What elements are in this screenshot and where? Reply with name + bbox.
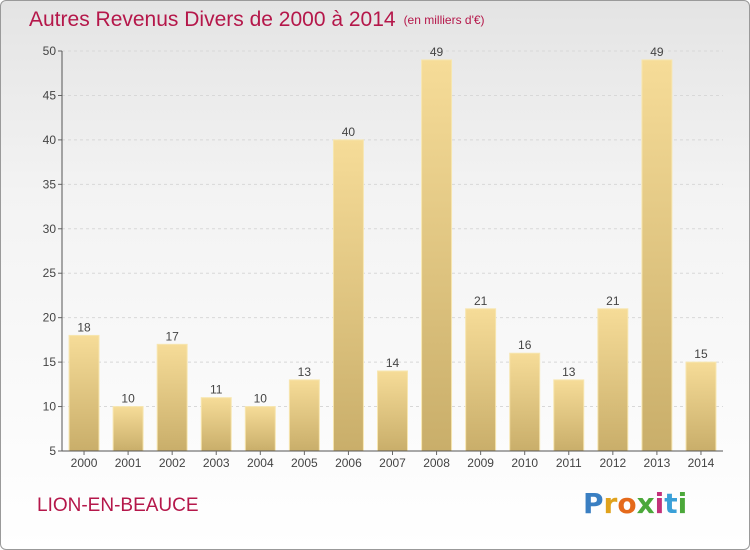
place-name: LION-EN-BEAUCE [37,495,199,516]
x-tick-label: 2014 [688,456,715,470]
bar [112,406,144,452]
x-tick-label: 2005 [291,456,318,470]
data-label: 17 [165,329,179,343]
bar-layer [68,59,717,452]
x-tick-label: 2009 [467,456,494,470]
data-label: 10 [254,392,268,406]
y-tick-label: 40 [43,133,57,147]
bar [288,379,320,452]
data-label: 10 [121,392,135,406]
proxiti-logo: Proxiti [583,487,687,520]
chart-title: Autres Revenus Divers de 2000 à 2014 (en … [29,8,485,32]
data-label: 18 [77,320,91,334]
logo-letter: P [583,487,604,520]
data-label: 21 [474,294,488,308]
x-tick-label: 2007 [379,456,406,470]
bar [509,352,541,452]
bar [465,308,497,452]
x-tick-label: 2002 [159,456,186,470]
logo-letter: i [654,487,665,520]
bar-chart: 18 10 17 11 10 13 40 14 49 21 16 13 21 49 15 5 10 15 20 25… [43,44,723,470]
bar [332,139,364,452]
logo-letter: i [677,487,688,520]
bar [685,361,717,452]
chart-unit: (en milliers d'€) [403,13,485,27]
bar [641,59,673,452]
bar [597,308,629,452]
data-label: 16 [518,338,532,352]
bar [68,334,100,452]
data-label: 13 [562,365,576,379]
y-tick-label: 10 [43,400,57,414]
chart-title-text: Autres Revenus Divers de 2000 à 2014 [29,8,396,31]
data-label: 14 [386,356,400,370]
bar [200,397,232,452]
bar [156,343,188,452]
x-tick-label: 2006 [335,456,362,470]
y-tick-label: 25 [43,266,57,280]
bar [244,406,276,452]
data-label: 49 [430,45,444,59]
data-label: 13 [298,365,312,379]
y-tick-label: 45 [43,88,57,102]
x-tick-label: 2004 [247,456,274,470]
bar [553,379,585,452]
data-label: 49 [650,45,664,59]
data-label: 40 [342,125,356,139]
logo-letter: r [603,487,618,520]
y-tick-label: 50 [43,44,57,58]
x-tick-label: 2001 [115,456,142,470]
y-tick-label: 30 [43,222,57,236]
y-tick-label: 35 [43,177,57,191]
logo-letter: o [617,487,637,520]
data-label: 21 [606,294,620,308]
label-layer: 18 10 17 11 10 13 40 14 49 21 16 13 21 49 15 [77,45,708,406]
bar [377,370,408,452]
y-tick-label: 5 [49,444,56,458]
bar [421,59,453,452]
data-label: 15 [694,347,708,361]
logo-letter: x [636,487,655,520]
x-tick-label: 2008 [423,456,450,470]
x-tick-label: 2012 [599,456,626,470]
x-tick-label: 2010 [511,456,538,470]
logo-letter: t [664,487,678,520]
x-tick-label: 2000 [71,456,98,470]
data-label: 11 [210,383,223,397]
y-tick-label: 15 [43,355,57,369]
y-tick-label: 20 [43,311,57,325]
axis-layer: 5 10 15 20 25 30 35 40 45 50 2000 2001 2002 2003 2004 2… [43,44,723,470]
x-tick-label: 2003 [203,456,230,470]
x-tick-label: 2011 [556,456,582,470]
x-tick-label: 2013 [644,456,671,470]
